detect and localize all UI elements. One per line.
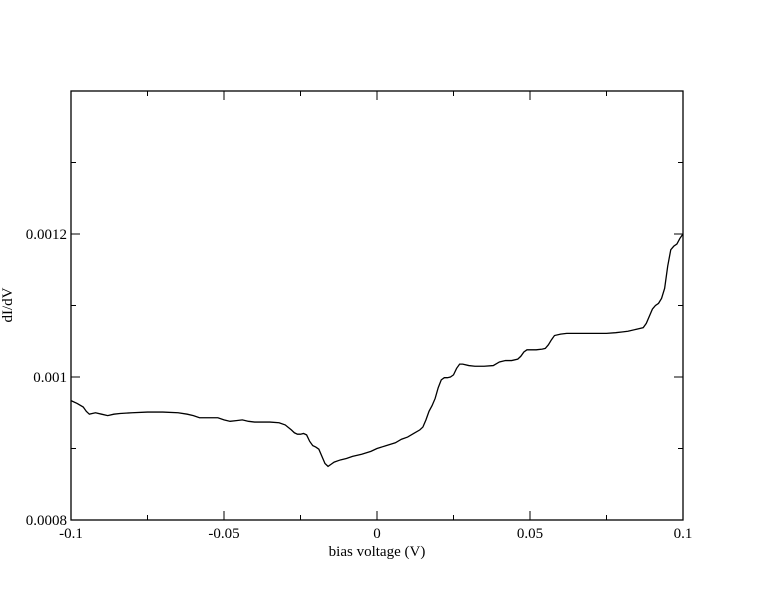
plot-frame [70,90,684,521]
tick-labels: -0.1 -0.05 0 0.05 0.1 0.0008 0.001 0.0012 [26,227,693,542]
x-tick-label: 0.05 [517,526,543,542]
y-tick-label: 0.0008 [26,513,67,529]
y-axis-label: dI/dV [0,287,16,322]
y-tick-label: 0.001 [33,370,67,386]
x-tick-label: -0.05 [208,526,239,542]
series-line [70,233,684,468]
x-tick-label: -0.1 [59,526,83,542]
x-tick-label: 0 [373,526,381,542]
y-tick-label: 0.0012 [26,227,67,243]
x-tick-label: 0.1 [674,526,693,542]
ticks [70,90,684,521]
x-axis-label: bias voltage (V) [329,544,426,560]
